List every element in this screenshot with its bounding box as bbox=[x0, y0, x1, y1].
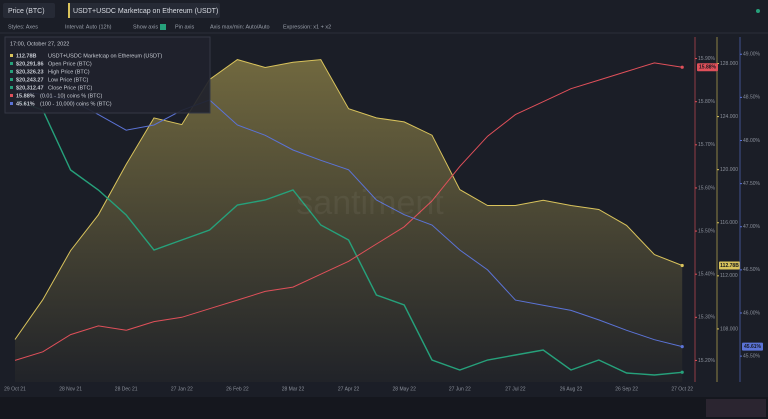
watermark: santiment bbox=[296, 184, 444, 222]
y-tick-label: 49.00% bbox=[743, 52, 761, 58]
x-tick-label: 29 Oct 21 bbox=[4, 386, 26, 392]
tooltip-label: High Price (BTC) bbox=[48, 69, 90, 75]
plot-area: 29 Oct 21 28 Nov 21 28 Dec 21 27 Jan 22 26 F… bbox=[4, 37, 763, 392]
tab-accent bbox=[68, 3, 70, 18]
y-tick-label: 128.000 bbox=[720, 61, 738, 67]
y-tick-label: 15.70% bbox=[698, 142, 716, 148]
tab-label[interactable]: USDT+USDC Marketcap on Ethereum (USDT) bbox=[73, 8, 218, 15]
tab[interactable] bbox=[68, 3, 220, 18]
tooltip-value: $20,326.23 bbox=[16, 69, 44, 75]
end-point bbox=[680, 345, 684, 349]
y-tick-label: 108.000 bbox=[720, 326, 738, 332]
tooltip-swatch bbox=[10, 54, 13, 57]
tooltip-value: 45.61% bbox=[16, 101, 35, 107]
setting[interactable]: Expression: x1 + x2 bbox=[283, 24, 331, 30]
tooltip-swatch bbox=[10, 62, 13, 65]
status-dot bbox=[756, 9, 760, 13]
x-tick-label: 28 Nov 21 bbox=[59, 386, 82, 392]
tooltip-rows: 112.78B USDT+USDC Marketcap on Ethereum … bbox=[10, 53, 162, 107]
tooltip-label: USDT+USDC Marketcap on Ethereum (USDT) bbox=[48, 53, 162, 59]
tab[interactable] bbox=[3, 3, 55, 18]
end-point bbox=[680, 263, 684, 268]
value-label: 15.88% bbox=[699, 65, 717, 71]
value-label: 45.61% bbox=[744, 344, 762, 350]
y-tick-label: 48.00% bbox=[743, 138, 761, 144]
x-tick-label: 26 Sep 22 bbox=[615, 386, 638, 392]
y-tick-label: 15.20% bbox=[698, 358, 716, 364]
y-tick-label: 48.50% bbox=[743, 95, 761, 101]
tooltip bbox=[4, 36, 211, 114]
end-point bbox=[680, 370, 684, 374]
value-badge bbox=[697, 63, 718, 72]
y-tick-label: 46.50% bbox=[743, 267, 761, 273]
y-tick-label: 46.00% bbox=[743, 310, 761, 316]
tooltip-value: $20,243.27 bbox=[16, 77, 44, 83]
tooltip-label: (0.01 - 10) coins % (BTC) bbox=[40, 93, 103, 99]
x-tick-label: 26 Feb 22 bbox=[226, 386, 249, 392]
tooltip-title: 17:00, October 27, 2022 bbox=[10, 41, 69, 47]
line bbox=[14, 59, 683, 340]
x-tick-label: 27 Jun 22 bbox=[449, 386, 471, 392]
value-label: 112.78B bbox=[720, 263, 739, 269]
line bbox=[14, 62, 683, 361]
y-tick-label: 124.000 bbox=[720, 114, 738, 120]
checkbox[interactable] bbox=[160, 24, 166, 30]
x-tick-label: 27 Jan 22 bbox=[171, 386, 193, 392]
x-tick-label: 28 May 22 bbox=[393, 386, 417, 392]
line bbox=[14, 99, 683, 376]
x-tick-label: 27 Oct 22 bbox=[671, 386, 693, 392]
tooltip-label: Open Price (BTC) bbox=[48, 61, 92, 67]
line bbox=[14, 89, 683, 348]
tooltip-swatch bbox=[10, 86, 13, 89]
end-point bbox=[680, 65, 684, 69]
navigator[interactable] bbox=[0, 397, 768, 419]
y-tick-label: 112.000 bbox=[720, 273, 738, 279]
setting[interactable]: Pin axis bbox=[175, 24, 195, 30]
tooltip-swatch bbox=[10, 102, 13, 105]
tooltip-value: 112.78B bbox=[16, 53, 37, 59]
setting[interactable]: Styles: Axes bbox=[8, 24, 38, 30]
tooltip-swatch bbox=[10, 70, 13, 73]
x-tick-label: 26 Aug 22 bbox=[560, 386, 583, 392]
x-tick-label: 28 Dec 21 bbox=[115, 386, 138, 392]
y-tick-label: 15.50% bbox=[698, 228, 716, 234]
tooltip-label: (100 - 10,000) coins % (BTC) bbox=[40, 101, 112, 107]
tooltip-label: Low Price (BTC) bbox=[48, 77, 89, 83]
tooltip-value: $20,312.47 bbox=[16, 85, 44, 91]
y-tick-label: 45.50% bbox=[743, 353, 761, 359]
y-tick-label: 47.00% bbox=[743, 224, 761, 230]
navigator-window[interactable] bbox=[706, 399, 766, 417]
setting[interactable]: Show axis bbox=[133, 24, 158, 30]
tooltip-swatch bbox=[10, 94, 13, 97]
y-tick-label: 15.90% bbox=[698, 56, 716, 62]
tooltip-value: $20,291.86 bbox=[16, 61, 44, 67]
y-tick-label: 116.000 bbox=[720, 220, 738, 226]
setting[interactable]: Axis max/min: Auto/Auto bbox=[210, 24, 270, 30]
x-tick-label: 27 Apr 22 bbox=[338, 386, 360, 392]
tab-label[interactable]: Price (BTC) bbox=[8, 8, 45, 15]
value-badge bbox=[742, 342, 763, 351]
y-tick-label: 15.30% bbox=[698, 315, 716, 321]
setting[interactable]: Interval: Auto (12h) bbox=[65, 24, 112, 30]
tooltip-swatch bbox=[10, 78, 13, 81]
tooltip-value: 15.88% bbox=[16, 93, 35, 99]
value-badge bbox=[719, 261, 740, 270]
y-tick-label: 120.000 bbox=[720, 167, 738, 173]
x-tick-label: 27 Jul 22 bbox=[505, 386, 526, 392]
x-tick-label: 28 Mar 22 bbox=[282, 386, 305, 392]
y-tick-label: 47.50% bbox=[743, 181, 761, 187]
area bbox=[15, 59, 683, 382]
tooltip-label: Close Price (BTC) bbox=[48, 85, 92, 91]
y-tick-label: 15.80% bbox=[698, 99, 716, 105]
y-tick-label: 15.60% bbox=[698, 185, 716, 191]
y-tick-label: 15.40% bbox=[698, 272, 716, 278]
